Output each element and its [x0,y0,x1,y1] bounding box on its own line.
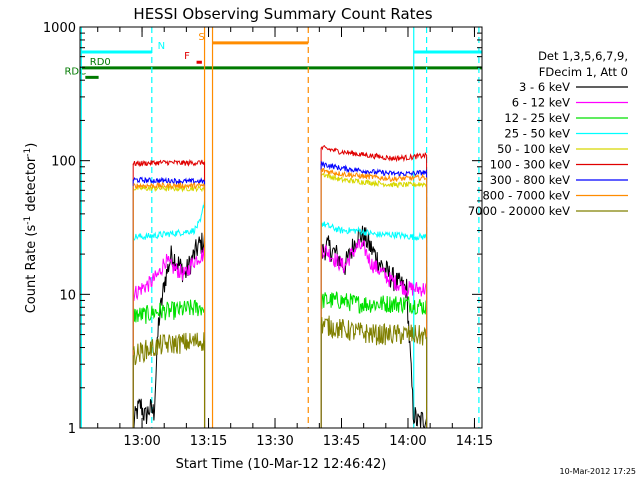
series-line [320,161,428,177]
flag-label: F [184,51,190,62]
flag-label: RDC [64,66,86,77]
x-tick-label: 13:15 [190,434,227,449]
series-line [132,247,205,301]
y-tick-label: 1000 [43,21,76,36]
plot-frame [79,26,483,429]
legend-label: 7000 - 20000 keV [468,204,570,218]
y-axis-label-mid: detector [24,156,39,216]
series-line [320,172,428,189]
legend-label: 3 - 6 keV [519,80,570,94]
y-axis: 1 10 100 1000 [43,21,482,437]
legend-label: 12 - 25 keV [504,111,570,125]
legend-label: 100 - 300 keV [490,158,570,172]
series-line [320,168,427,182]
series-lines [132,144,428,428]
event-lines [80,27,480,428]
series-line [132,332,205,366]
x-tick-label: 13:00 [123,434,160,449]
legend-label: 50 - 100 keV [497,142,570,156]
y-axis-label-sup2: -1 [23,148,33,157]
y-axis-label-sup: -1 [23,216,33,225]
series-line [132,299,205,324]
series-line [320,291,428,315]
series-line [132,184,205,193]
x-tick-label: 13:30 [256,434,293,449]
series-line [320,144,427,163]
series-line [132,159,205,167]
series-line [132,176,205,186]
flag-label: S [198,32,204,43]
y-axis-label: Count Rate (s-1 detector-1) [23,143,39,314]
x-tick-label: 14:15 [456,434,493,449]
x-axis-label: Start Time (10-Mar-12 12:46:42) [176,457,387,472]
legend-label: 6 - 12 keV [512,96,570,110]
x-tick-label: 13:45 [323,434,360,449]
x-tick-label: 14:00 [389,434,426,449]
flag-label: RD0 [90,57,111,68]
legend-header-1: Det 1,3,5,6,7,9, [538,49,628,63]
y-tick-label: 1 [68,422,76,437]
timestamp: 10-Mar-2012 17:25 [560,467,637,476]
series-line [133,181,205,190]
flag-label: N [158,41,165,52]
series-line [132,200,205,241]
y-tick-label: 10 [59,288,76,303]
y-axis-label-start: Count Rate (s [24,225,39,314]
legend-label: 25 - 50 keV [504,127,570,141]
flag-bars: N SF RD0 RDC [64,32,482,79]
series-line [320,315,428,346]
legend-header-2: FDecim 1, Att 0 [539,65,628,79]
x-axis: 13:00 13:15 13:30 13:45 14:00 14:15 [97,27,493,449]
legend-label: 300 - 800 keV [490,173,570,187]
chart-title: HESSI Observing Summary Count Rates [133,5,432,23]
legend: Det 1,3,5,6,7,9, FDecim 1, Att 0 3 - 6 k… [468,49,628,218]
y-tick-label: 100 [51,155,76,170]
series-line [132,232,205,428]
y-axis-label-end: ) [24,143,39,148]
series-line [320,221,428,242]
series-line [320,238,427,298]
legend-label: 800 - 7000 keV [482,189,570,203]
